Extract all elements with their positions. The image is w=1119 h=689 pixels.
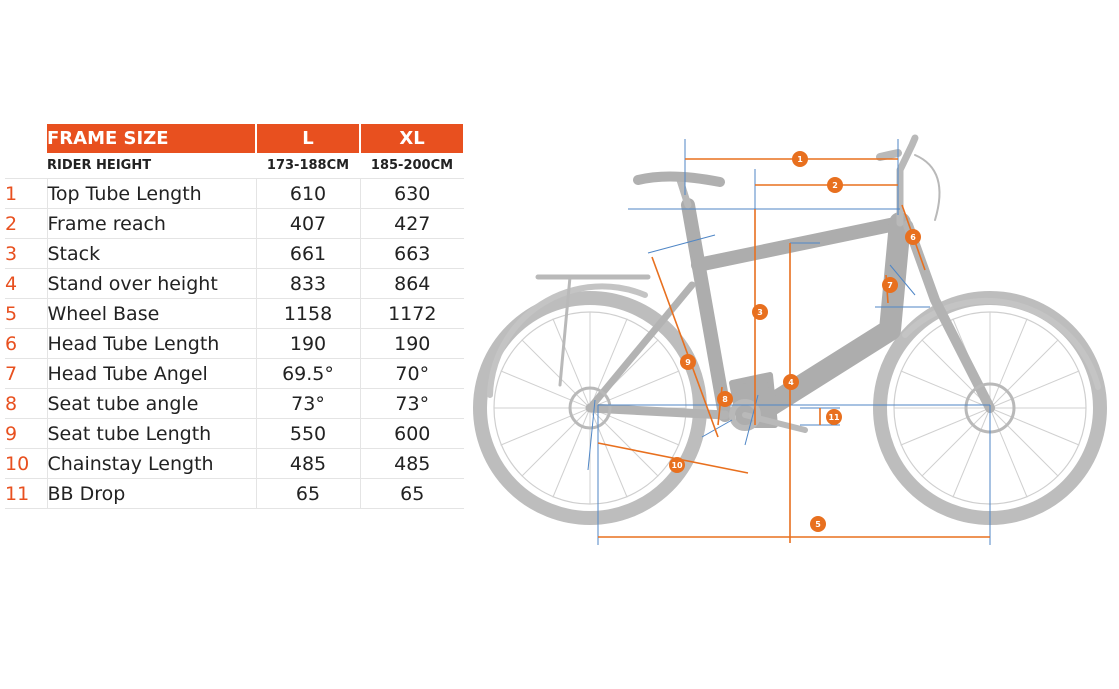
marker-1: 1 xyxy=(792,151,808,167)
row-label: Chainstay Length xyxy=(47,448,257,479)
svg-text:11: 11 xyxy=(828,413,840,422)
row-index: 5 xyxy=(5,298,48,329)
row-value-l: 610 xyxy=(256,178,361,209)
svg-text:1: 1 xyxy=(797,155,803,164)
row-label: BB Drop xyxy=(47,478,257,509)
rider-height-l: 173-188CM xyxy=(256,153,360,179)
svg-text:9: 9 xyxy=(685,358,691,367)
row-index: 8 xyxy=(5,388,48,419)
row-value-l: 407 xyxy=(256,208,361,239)
row-value-xl: 600 xyxy=(360,418,464,449)
row-index: 3 xyxy=(5,238,48,269)
marker-8: 8 xyxy=(717,391,733,407)
geometry-table: FRAME SIZE L XL RIDER HEIGHT 173-188CM 1… xyxy=(5,124,465,509)
table-row: 8 Seat tube angle 73° 73° xyxy=(5,388,464,419)
measurement-lines xyxy=(597,158,990,543)
table-row: 3 Stack 661 663 xyxy=(5,238,464,269)
row-value-xl: 663 xyxy=(360,238,464,269)
table-row: 7 Head Tube Angel 69.5° 70° xyxy=(5,358,464,389)
row-label: Stack xyxy=(47,238,257,269)
marker-2: 2 xyxy=(827,177,843,193)
row-value-xl: 630 xyxy=(360,178,464,209)
measurement-markers: 1 2 3 4 5 6 7 8 9 10 11 xyxy=(669,151,921,532)
marker-6: 6 xyxy=(905,229,921,245)
rider-height-row: RIDER HEIGHT 173-188CM 185-200CM xyxy=(5,153,464,179)
row-index: 2 xyxy=(5,208,48,239)
row-label: Frame reach xyxy=(47,208,257,239)
row-value-xl: 65 xyxy=(360,478,464,509)
marker-4: 4 xyxy=(783,374,799,390)
row-label: Seat tube Length xyxy=(47,418,257,449)
row-index: 9 xyxy=(5,418,48,449)
marker-3: 3 xyxy=(752,304,768,320)
bike-geometry-diagram: 1 2 3 4 5 6 7 8 9 10 11 xyxy=(473,134,1107,545)
row-index: 4 xyxy=(5,268,48,299)
table-row: 6 Head Tube Length 190 190 xyxy=(5,328,464,359)
row-value-xl: 70° xyxy=(360,358,464,389)
table-row: 9 Seat tube Length 550 600 xyxy=(5,418,464,449)
frame-size-header-row: FRAME SIZE L XL xyxy=(5,124,465,153)
row-value-xl: 73° xyxy=(360,388,464,419)
rider-spacer xyxy=(5,153,47,179)
table-row: 11 BB Drop 65 65 xyxy=(5,478,464,509)
row-value-l: 73° xyxy=(256,388,361,419)
row-value-xl: 427 xyxy=(360,208,464,239)
marker-7: 7 xyxy=(882,277,898,293)
svg-text:7: 7 xyxy=(887,281,893,290)
svg-text:10: 10 xyxy=(671,461,683,470)
row-label: Seat tube angle xyxy=(47,388,257,419)
row-index: 7 xyxy=(5,358,48,389)
marker-9: 9 xyxy=(680,354,696,370)
svg-text:3: 3 xyxy=(757,308,763,317)
svg-text:4: 4 xyxy=(788,378,794,387)
m10-line xyxy=(597,442,749,474)
row-label: Head Tube Length xyxy=(47,328,257,359)
size-l-header: L xyxy=(256,124,361,153)
row-value-xl: 864 xyxy=(360,268,464,299)
row-value-l: 190 xyxy=(256,328,361,359)
row-value-xl: 190 xyxy=(360,328,464,359)
svg-text:2: 2 xyxy=(832,181,838,190)
row-value-l: 65 xyxy=(256,478,361,509)
table-row: 2 Frame reach 407 427 xyxy=(5,208,464,239)
table-row: 10 Chainstay Length 485 485 xyxy=(5,448,464,479)
row-index: 11 xyxy=(5,478,48,509)
row-label: Stand over height xyxy=(47,268,257,299)
row-index: 10 xyxy=(5,448,48,479)
row-label: Wheel Base xyxy=(47,298,257,329)
row-label: Top Tube Length xyxy=(47,178,257,209)
row-value-l: 661 xyxy=(256,238,361,269)
header-spacer xyxy=(5,124,47,153)
row-value-l: 550 xyxy=(256,418,361,449)
marker-5: 5 xyxy=(810,516,826,532)
row-index: 1 xyxy=(5,178,48,209)
table-row: 5 Wheel Base 1158 1172 xyxy=(5,298,464,329)
rider-height-label: RIDER HEIGHT xyxy=(47,153,256,179)
table-row: 4 Stand over height 833 864 xyxy=(5,268,464,299)
marker-10: 10 xyxy=(669,457,685,473)
row-value-l: 833 xyxy=(256,268,361,299)
row-value-xl: 1172 xyxy=(360,298,464,329)
svg-text:5: 5 xyxy=(815,520,821,529)
row-index: 6 xyxy=(5,328,48,359)
row-value-l: 69.5° xyxy=(256,358,361,389)
marker-11: 11 xyxy=(826,409,842,425)
row-value-l: 1158 xyxy=(256,298,361,329)
rear-wheel xyxy=(473,291,707,525)
svg-text:8: 8 xyxy=(722,395,728,404)
row-value-xl: 485 xyxy=(360,448,464,479)
size-xl-header: XL xyxy=(360,124,465,153)
m9-line xyxy=(651,256,719,438)
rider-height-xl: 185-200CM xyxy=(360,153,464,179)
row-label: Head Tube Angel xyxy=(47,358,257,389)
frame-size-label: FRAME SIZE xyxy=(47,124,257,153)
row-value-l: 485 xyxy=(256,448,361,479)
table-row: 1 Top Tube Length 610 630 xyxy=(5,178,464,209)
svg-text:6: 6 xyxy=(910,233,916,242)
